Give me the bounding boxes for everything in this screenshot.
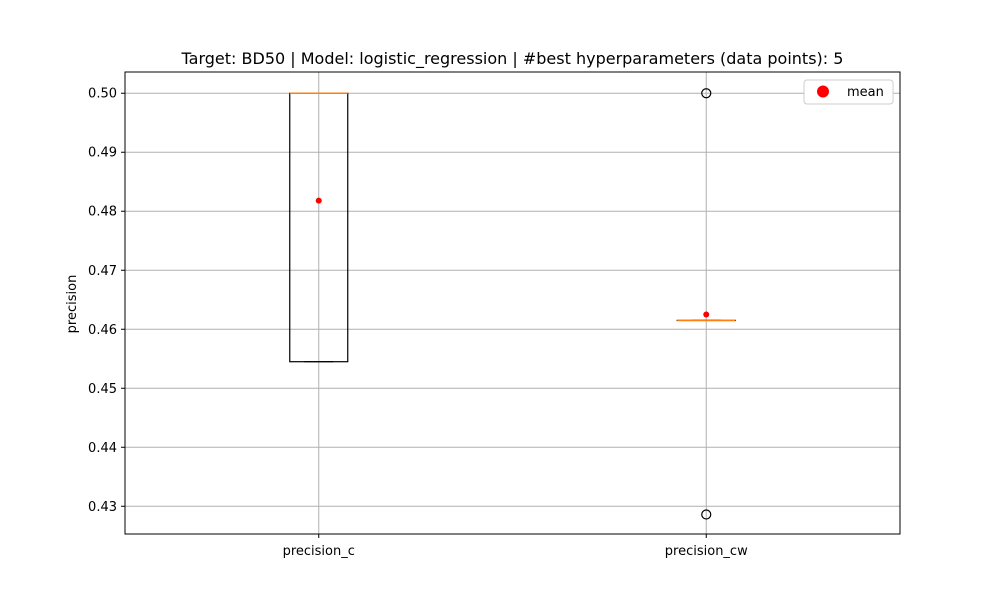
chart-title: Target: BD50 | Model: logistic_regressio…: [181, 49, 844, 69]
legend-frame: [803, 79, 894, 105]
y-tick-label: 0.50: [88, 87, 117, 102]
legend-mean-label: mean: [847, 85, 884, 100]
legend: mean: [803, 79, 894, 105]
boxes-layer: [289, 88, 736, 520]
legend-mean-marker: [817, 85, 829, 98]
y-tick-label: 0.45: [88, 382, 117, 397]
plot-frame: [124, 71, 901, 535]
y-tick-label: 0.46: [88, 323, 117, 338]
y-tick-label: 0.48: [88, 205, 117, 220]
y-tick-label: 0.47: [88, 264, 117, 279]
outlier-point: [701, 509, 712, 520]
outlier-point: [701, 88, 712, 99]
y-tick-label: 0.44: [88, 441, 117, 456]
ticks-layer: 0.43 0.44 0.45 0.46 0.47 0.48 0.49 0.50 precisio…: [88, 87, 748, 559]
x-tick-label: precision_cw: [665, 544, 748, 559]
y-tick-label: 0.43: [88, 500, 117, 515]
y-tick-label: 0.49: [88, 146, 117, 161]
grid-layer: [125, 72, 900, 534]
mean-marker: [315, 197, 322, 204]
mean-marker: [703, 311, 710, 318]
x-tick-label: precision_c: [283, 544, 355, 559]
y-axis-label: precision: [65, 275, 80, 334]
